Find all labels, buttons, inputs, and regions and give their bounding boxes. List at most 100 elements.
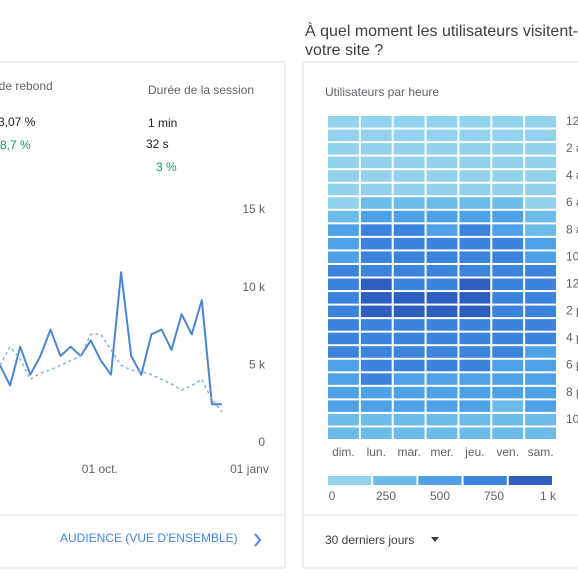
period-selector[interactable]: 30 derniers jours: [325, 533, 414, 547]
heatmap-cell: [393, 346, 425, 358]
heatmap-cell: [426, 237, 458, 250]
heatmap-cell: [426, 251, 458, 263]
heatmap-cell: [393, 400, 425, 412]
y-tick-label: 6 pm: [566, 358, 578, 372]
y-tick-label: 2 pm: [566, 304, 578, 318]
heatmap-cell: [328, 413, 359, 426]
heatmap-cell: [360, 170, 392, 182]
heatmap-cell: [393, 278, 425, 291]
heatmap-cell: [360, 116, 392, 128]
legend-label: 500: [430, 489, 450, 503]
heatmap-cell: [328, 319, 359, 331]
heatmap-cell: [492, 129, 524, 142]
chevron-icon[interactable]: [254, 533, 262, 547]
y-tick-label: 6 am: [566, 195, 578, 209]
heatmap-cell: [393, 170, 425, 182]
x-tick-label: ven.: [496, 445, 519, 459]
x-tick-label: lun.: [367, 445, 386, 459]
heatmap-cell: [492, 292, 524, 304]
heatmap-cell: [525, 373, 556, 385]
heatmap-cell: [393, 237, 425, 250]
heatmap-cell: [525, 386, 556, 399]
heatmap-cell: [459, 197, 491, 209]
x-tick-label: 01 janv: [230, 462, 269, 476]
heatmap-cell: [328, 210, 359, 223]
heatmap-cell: [328, 373, 359, 385]
y-tick-label: 10 pm: [566, 412, 578, 426]
heatmap-cell: [360, 413, 392, 426]
heatmap-cell: [360, 278, 392, 291]
heatmap-cell: [525, 224, 556, 236]
heatmap-cell: [459, 400, 491, 412]
heatmap-cell: [360, 143, 392, 155]
heatmap-cell: [360, 237, 392, 250]
heatmap-cell: [360, 305, 392, 318]
heatmap-cell: [328, 292, 359, 304]
heatmap-cell: [360, 386, 392, 399]
heatmap-cell: [492, 251, 524, 263]
heatmap-cell: [393, 183, 425, 196]
legend-swatch: [508, 476, 552, 485]
dropdown-icon[interactable]: [431, 537, 439, 542]
heatmap-cell: [459, 210, 491, 223]
heatmap-cell: [393, 156, 425, 169]
heatmap-cell: [393, 319, 425, 331]
legend-label: 750: [484, 489, 504, 503]
heatmap-cell: [393, 359, 425, 372]
heatmap-cell: [426, 170, 458, 182]
y-tick-label: 4 pm: [566, 331, 578, 345]
heatmap-cell: [393, 332, 425, 345]
heatmap-cell: [492, 224, 524, 236]
section-title: À quel moment les utilisateurs visitent-…: [305, 23, 578, 59]
heatmap-cell: [393, 305, 425, 318]
heatmap-cell: [426, 224, 458, 236]
metric-value: 32 s: [146, 137, 169, 151]
y-tick-label: 4 am: [566, 168, 578, 182]
heatmap-cell: [426, 116, 458, 128]
heatmap-cell: [426, 183, 458, 196]
heatmap-cell: [459, 237, 491, 250]
heatmap-cell: [426, 319, 458, 331]
heatmap-cell: [459, 224, 491, 236]
heatmap-cell: [360, 359, 392, 372]
heatmap-cell: [360, 156, 392, 169]
heatmap-cell: [393, 373, 425, 385]
heatmap-cell: [525, 210, 556, 223]
heatmap-cell: [525, 183, 556, 196]
heatmap-cell: [492, 427, 524, 439]
heatmap-cell: [328, 400, 359, 412]
heatmap-cell: [492, 278, 524, 291]
heatmap-cell: [426, 359, 458, 372]
heatmap-cell: [525, 332, 556, 345]
heatmap-cell: [393, 143, 425, 155]
heatmap-cell: [525, 305, 556, 318]
heatmap-cell: [360, 319, 392, 331]
heatmap-cell: [426, 386, 458, 399]
heatmap-cell: [459, 278, 491, 291]
heatmap-cell: [525, 264, 556, 277]
heatmap-cell: [426, 278, 458, 291]
audience-link[interactable]: AUDIENCE (VUE D'ENSEMBLE): [60, 531, 238, 545]
heatmap-cell: [459, 170, 491, 182]
heatmap-cell: [492, 183, 524, 196]
heatmap-cell: [492, 346, 524, 358]
heatmap-cell: [328, 427, 359, 439]
heatmap-cell: [459, 346, 491, 358]
heatmap-cell: [492, 116, 524, 128]
heatmap-cell: [393, 210, 425, 223]
heatmap-cell: [525, 170, 556, 182]
heatmap-cell: [426, 197, 458, 209]
heatmap-cell: [492, 237, 524, 250]
heatmap-cell: [525, 400, 556, 412]
heatmap-cell: [426, 346, 458, 358]
heatmap-cell: [426, 143, 458, 155]
heatmap-cell: [328, 237, 359, 250]
heatmap-cell: [525, 156, 556, 169]
heatmap-cell: [459, 386, 491, 399]
heatmap-cell: [426, 156, 458, 169]
legend-label: 250: [376, 489, 396, 503]
heatmap-cell: [328, 386, 359, 399]
heatmap-cell: [459, 156, 491, 169]
heatmap-cell: [328, 224, 359, 236]
heatmap-cell: [459, 373, 491, 385]
